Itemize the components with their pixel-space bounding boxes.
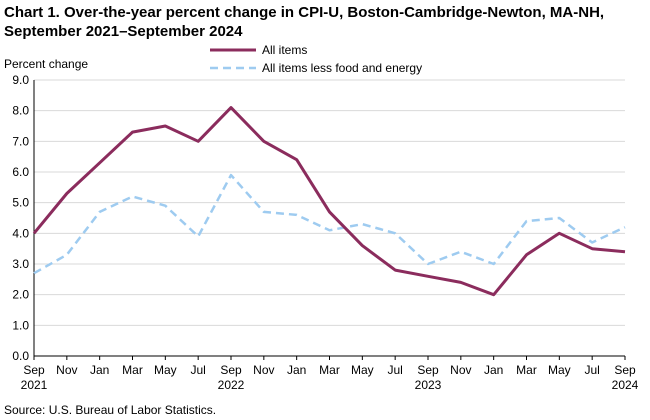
series-lines [32, 106, 626, 297]
series-line-0 [32, 106, 626, 297]
y-axis-label: Percent change [4, 57, 89, 71]
x-tick-year-12: 2023 [415, 378, 442, 392]
y-tick-label-5: 5.0 [12, 196, 29, 210]
x-tick-label-2: Jan [90, 363, 109, 377]
legend: All items All items less food and energy [210, 43, 422, 75]
y-tick-label-3: 3.0 [12, 257, 29, 271]
x-tick-label-0: Sep [23, 363, 45, 377]
x-tick-label-11: Jul [387, 363, 402, 377]
x-tick-label-18: Sep [614, 363, 636, 377]
y-axis-ticks: 0.0 1.0 2.0 3.0 4.0 5.0 6.0 7.0 8.0 9.0 [12, 73, 29, 363]
chart-title: Chart 1. Over-the-year percent change in… [4, 4, 605, 40]
x-tick-label-10: May [351, 363, 374, 377]
y-tick-label-4: 4.0 [12, 226, 29, 240]
gridlines [33, 79, 625, 357]
x-tick-label-14: Jan [484, 363, 503, 377]
y-tick-label-7: 7.0 [12, 134, 29, 148]
x-tick-label-7: Nov [253, 363, 274, 377]
source-note: Source: U.S. Bureau of Labor Statistics. [4, 403, 217, 417]
x-tick-label-4: May [154, 363, 177, 377]
x-tick-label-17: Jul [584, 363, 599, 377]
x-tick-label-1: Nov [56, 363, 77, 377]
x-tick-label-9: Mar [319, 363, 340, 377]
x-tick-label-5: Jul [190, 363, 205, 377]
x-tick-label-13: Nov [450, 363, 471, 377]
x-tick-label-16: May [548, 363, 571, 377]
x-tick-label-8: Jan [287, 363, 306, 377]
y-tick-label-1: 1.0 [12, 318, 29, 332]
x-tick-label-15: Mar [516, 363, 537, 377]
y-tick-label-0: 0.0 [12, 349, 29, 363]
x-tick-year-6: 2022 [218, 378, 245, 392]
x-tick-label-6: Sep [220, 363, 242, 377]
legend-label-0: All items [262, 43, 307, 57]
y-tick-label-2: 2.0 [12, 288, 29, 302]
x-tick-label-3: Mar [122, 363, 143, 377]
y-tick-label-9: 9.0 [12, 73, 29, 87]
y-tick-label-6: 6.0 [12, 165, 29, 179]
y-tick-label-8: 8.0 [12, 104, 29, 118]
x-tick-label-12: Sep [417, 363, 439, 377]
legend-label-1: All items less food and energy [262, 61, 422, 75]
x-tick-year-18: 2024 [612, 378, 639, 392]
x-tick-year-0: 2021 [21, 378, 48, 392]
series-line-1 [33, 173, 626, 275]
